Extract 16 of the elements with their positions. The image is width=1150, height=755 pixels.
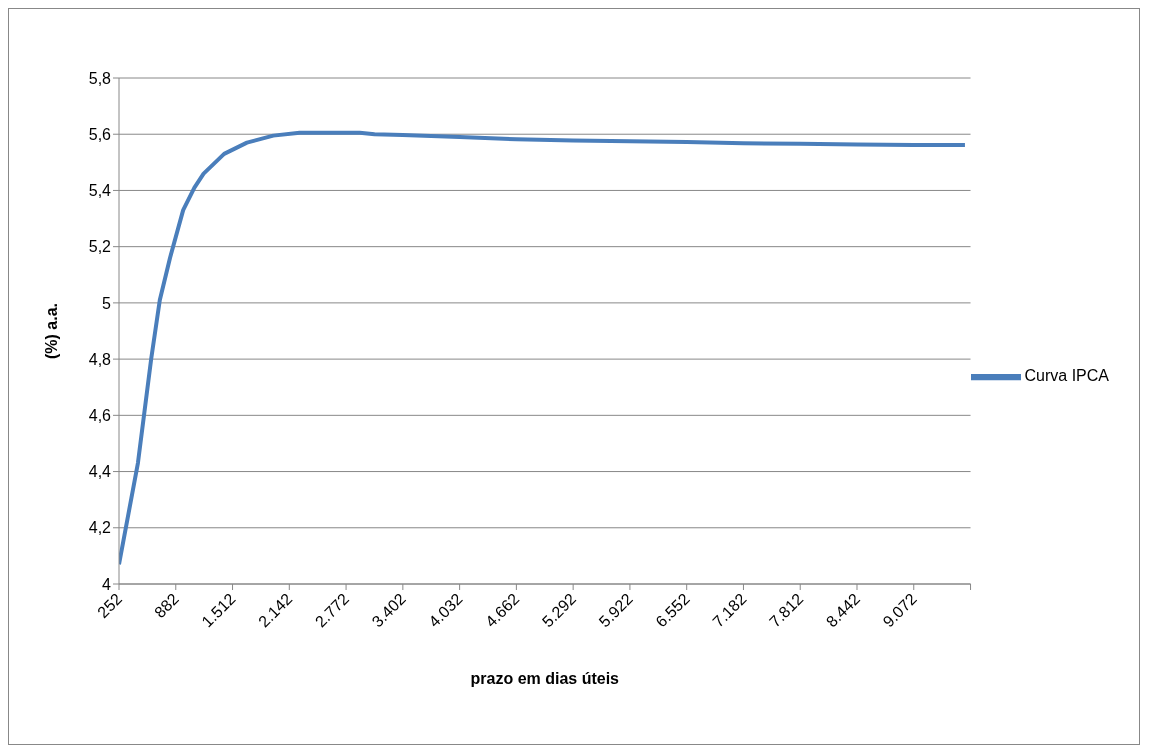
y-tick-label: 5,6 xyxy=(88,125,112,143)
y-tick-label: 4,4 xyxy=(88,463,112,481)
y-tick-label: 4,6 xyxy=(88,407,112,425)
y-tick-label: 4,8 xyxy=(88,350,112,368)
y-tick-label: 4 xyxy=(102,575,112,593)
y-tick-label: 4,2 xyxy=(88,519,112,537)
legend-label: Curva IPCA xyxy=(1024,366,1109,384)
y-tick-label: 5,8 xyxy=(88,69,112,87)
y-tick-label: 5 xyxy=(102,294,112,312)
x-tick-label: 882 xyxy=(150,590,182,621)
y-tick-label: 5,2 xyxy=(88,238,112,256)
line-series xyxy=(119,130,967,567)
x-tick-label: 252 xyxy=(94,590,126,621)
y-tick-label: 5,4 xyxy=(88,182,112,200)
x-axis-title: prazo em dias úteis xyxy=(470,670,620,687)
y-axis-title: (%) a.a. xyxy=(42,302,60,360)
